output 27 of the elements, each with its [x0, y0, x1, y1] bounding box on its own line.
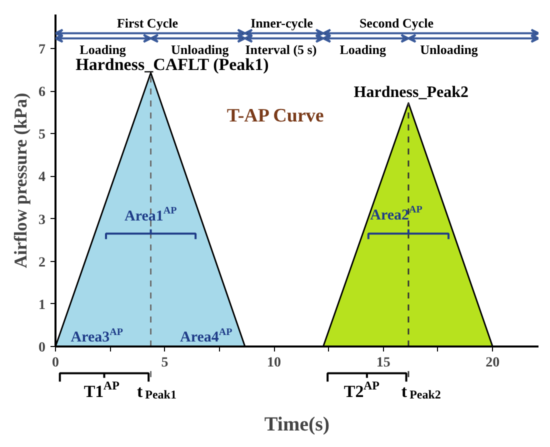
y-tick-label: 1: [38, 298, 46, 313]
y-tick-label: 6: [38, 85, 46, 100]
y-tick-label: 3: [38, 212, 46, 228]
x-axis-title: Time(s): [264, 414, 330, 436]
annotation: Hardness_Peak2: [354, 84, 468, 101]
annotation: Unloading: [170, 42, 230, 57]
annotation: Loading: [340, 42, 386, 57]
x-tick-label: 15: [376, 356, 390, 370]
y-tick-label: 4: [38, 170, 46, 186]
annotation: Loading: [80, 42, 126, 57]
x-tick-label: 0: [52, 356, 59, 370]
annotation: Interval (5 s): [245, 42, 317, 57]
text: tPeak2: [401, 382, 441, 402]
annotation: Inner-cycle: [250, 16, 314, 31]
y-tick-label: 7: [38, 42, 46, 58]
x-tick-label: 20: [486, 356, 500, 370]
annotation: Unloading: [420, 42, 478, 57]
x-tick-label: 10: [267, 356, 282, 370]
y-tick-label: 0: [38, 340, 46, 356]
y-tick-label: 5: [38, 128, 46, 143]
annotation: Second Cycle: [359, 16, 434, 31]
annotation: First Cycle: [116, 16, 178, 31]
annotation: T-AP Curve: [226, 105, 324, 126]
x-tick-label: 5: [161, 356, 168, 370]
text: tPeak1: [136, 382, 176, 402]
y-tick-label: 2: [38, 255, 46, 270]
y-axis-title: Airflow pressure (kPa): [10, 92, 30, 268]
